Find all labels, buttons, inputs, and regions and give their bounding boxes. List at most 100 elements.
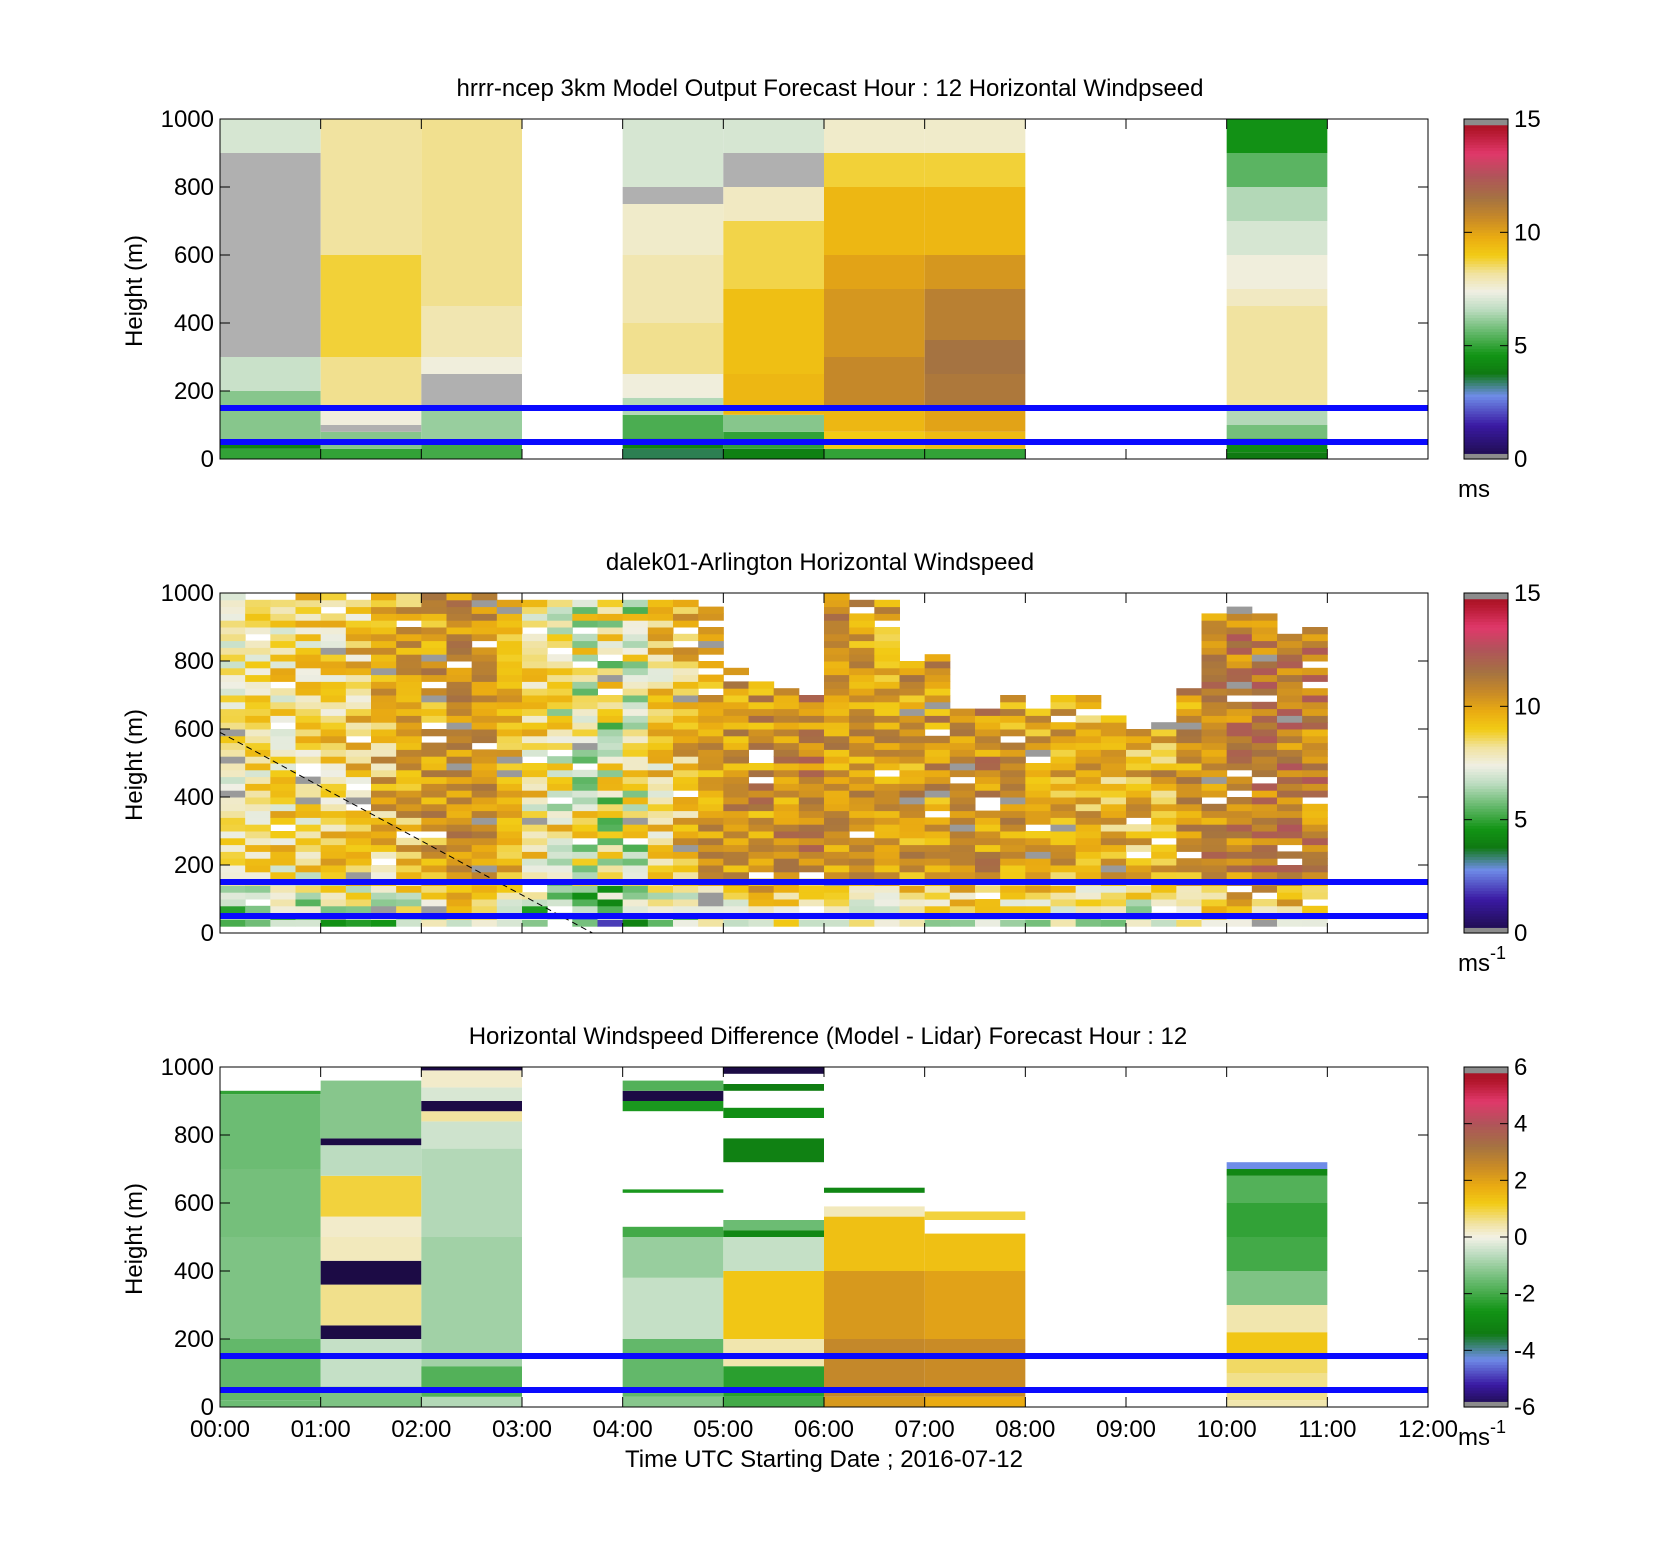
lidar-cell [673, 858, 699, 866]
lidar-cell [824, 735, 850, 744]
lidar-cell [1126, 735, 1152, 744]
lidar-cell [1201, 620, 1228, 628]
colorbar-swatch [1464, 1140, 1508, 1145]
lidar-cell [673, 674, 699, 682]
lidar-cell [1302, 810, 1328, 818]
lidar-cell [1226, 742, 1253, 750]
cell-model-7-10 [1226, 119, 1328, 153]
lidar-cell [572, 783, 598, 791]
lidar-cell [270, 674, 296, 682]
lidar-cell [1226, 810, 1253, 818]
lidar-cell [1000, 803, 1026, 812]
lidar-cell [1277, 742, 1303, 750]
cell-difference-3-6 [622, 1101, 724, 1112]
lidar-cell [698, 776, 724, 784]
lidar-cell [824, 620, 850, 628]
colorbar-swatch [1464, 1404, 1508, 1408]
lidar-cell [798, 749, 825, 757]
lidar-cell [1025, 810, 1051, 818]
colorbar-swatch [1464, 192, 1508, 197]
cell-difference-4-7 [723, 1138, 824, 1163]
lidar-cell [698, 885, 724, 893]
lidar-cell [1100, 844, 1127, 852]
lidar-cell [1277, 885, 1303, 893]
colorbar-swatch [1464, 272, 1508, 276]
lidar-cell [975, 858, 1001, 866]
lidar-cell [1050, 749, 1077, 757]
lidar-cell [1201, 715, 1228, 723]
colorbar-swatch [1464, 238, 1508, 242]
lidar-cell [1075, 905, 1102, 914]
lidar-cell [723, 715, 749, 723]
lidar-cell [597, 803, 624, 812]
lidar-cell [1226, 783, 1253, 791]
lidar-cell [647, 919, 674, 927]
lidar-cell [1025, 749, 1051, 757]
lidar-cell [1251, 701, 1278, 710]
lidar-cell [396, 783, 422, 791]
colorbar-swatch [1464, 371, 1508, 375]
lidar-cell [647, 756, 674, 764]
lidar-cell [496, 661, 523, 669]
lidar-cell [522, 858, 548, 866]
cell-difference-1-1 [320, 1339, 422, 1387]
colorbar-swatch [1464, 1273, 1508, 1278]
colorbar-swatch [1464, 1154, 1508, 1159]
panel-model-overlay [220, 405, 1428, 445]
lidar-cell [421, 803, 447, 812]
lidar-cell [949, 919, 976, 927]
lidar-cell [547, 742, 573, 750]
lidar-cell [975, 919, 1001, 927]
lidar-cell [773, 810, 800, 818]
lidar-cell [1251, 735, 1278, 744]
colorbar-swatch [1464, 229, 1508, 233]
lidar-cell [673, 837, 699, 846]
lidar-cell [1201, 803, 1228, 812]
lidar-cell [270, 661, 296, 669]
lidar-cell [1025, 735, 1051, 744]
cell-difference-2-9 [421, 1067, 522, 1071]
lidar-cell [1302, 905, 1328, 914]
lidar-cell [849, 837, 875, 846]
lidar-cell [1302, 803, 1328, 812]
lidar-cell [522, 797, 548, 805]
lidar-cell [1201, 661, 1228, 669]
panel-lidar: dalek01-Arlington Horizontal Windspeed H… [121, 549, 1541, 977]
lidar-cell [924, 865, 951, 873]
lidar-cell [924, 905, 951, 914]
lidar-cell [1050, 851, 1077, 859]
lidar-cell [270, 885, 296, 893]
lidar-cell [798, 810, 825, 818]
lidar-cell [824, 899, 850, 907]
lidar-cell [597, 708, 624, 716]
lidar-cell [899, 905, 926, 914]
colorbar-swatch [1464, 1135, 1508, 1139]
lidar-cell [874, 661, 900, 669]
cell-difference-4-8 [723, 1107, 824, 1118]
lidar-cell [1126, 776, 1152, 784]
lidar-cell [245, 715, 271, 723]
colorbar-swatch [1464, 1384, 1508, 1388]
lidar-cell [245, 613, 271, 621]
lidar-cell [824, 661, 850, 669]
lidar-cell [647, 776, 674, 784]
cell-difference-6-0 [924, 1396, 1026, 1407]
lidar-cell [1277, 749, 1303, 757]
cell-difference-0-5 [220, 1090, 321, 1095]
colorbar-swatch [1464, 896, 1508, 900]
lidar-cell [824, 831, 850, 839]
lidar-cell [849, 763, 875, 771]
ytick-label: 800 [174, 174, 214, 201]
colorbar-swatch [1464, 615, 1508, 620]
colorbar-swatch [1464, 890, 1508, 894]
lidar-cell [245, 729, 271, 737]
lidar-cell [371, 885, 397, 893]
lidar-cell [522, 837, 548, 846]
colorbar-swatch [1464, 119, 1508, 123]
lidar-cell [1151, 756, 1177, 764]
lidar-cell [899, 919, 926, 927]
lidar-cell [975, 810, 1001, 818]
lidar-cell [698, 865, 724, 873]
lidar-cell [1277, 831, 1303, 839]
lidar-cell [698, 640, 724, 648]
